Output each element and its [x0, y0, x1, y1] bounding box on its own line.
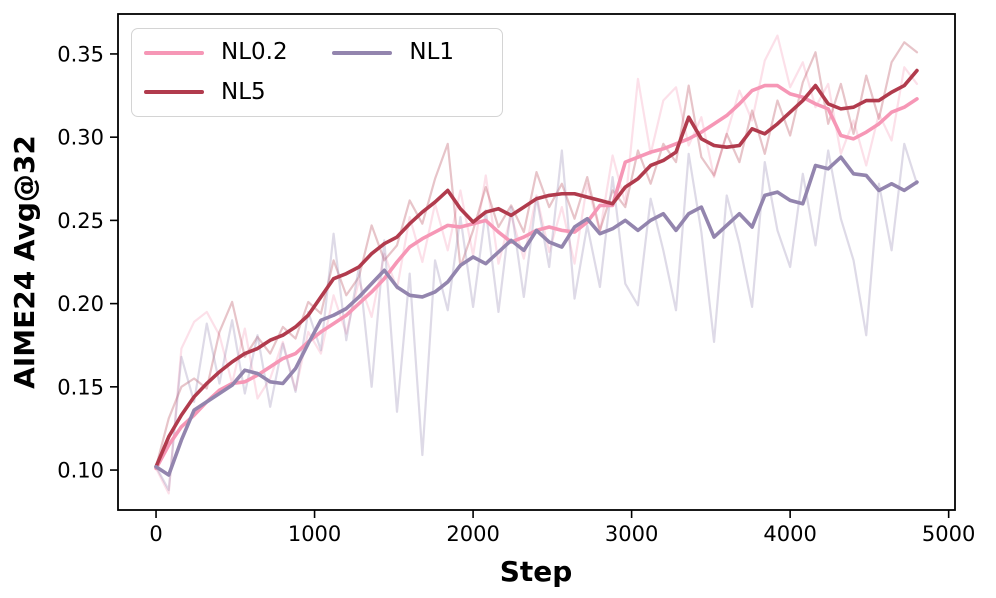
nl5-line-swatch-icon [144, 90, 204, 95]
x-tick-label: 0 [149, 522, 162, 546]
y-tick-label: 0.15 [57, 375, 104, 399]
x-tick-label: 4000 [763, 522, 816, 546]
y-axis-label: AIME24 Avg@32 [8, 135, 41, 389]
y-tick-label: 0.25 [57, 209, 104, 233]
x-tick-label: 1000 [288, 522, 341, 546]
y-tick-label: 0.30 [57, 126, 104, 150]
legend-label-nl0.2: NL0.2 [221, 39, 288, 66]
plot-area: 0 1000 2000 3000 4000 5000 0.10 0.15 0.20 0.25 0.3… [57, 13, 975, 546]
nl0.2-smoothed-line [154, 83, 919, 471]
plot-border [117, 13, 956, 511]
x-tick-label: 3000 [605, 522, 658, 546]
nl0.2-line-swatch-icon [144, 50, 204, 55]
nl1-smoothed-line [154, 155, 919, 477]
y-tick-label: 0.20 [57, 292, 104, 316]
legend-label-nl5: NL5 [221, 78, 266, 105]
nl5-raw-line [154, 41, 919, 468]
y-tick-label: 0.10 [57, 459, 104, 483]
legend-label-nl1: NL1 [409, 39, 455, 66]
legend-item-nl1: NL1 [332, 41, 492, 64]
x-axis-label: Step [500, 555, 573, 588]
x-tick-label: 2000 [446, 522, 499, 546]
legend-item-nl0.2: NL0.2 [144, 41, 332, 64]
x-tick-label: 5000 [922, 522, 975, 546]
nl0.2-raw-line [154, 34, 919, 495]
y-tick-label: 0.35 [57, 42, 104, 66]
legend-item-nl5: NL5 [144, 78, 332, 105]
nl5-smoothed-line [154, 68, 919, 469]
legend: NL0.2 NL5 NL1 [131, 28, 503, 117]
nl1-line-swatch-icon [332, 50, 393, 55]
